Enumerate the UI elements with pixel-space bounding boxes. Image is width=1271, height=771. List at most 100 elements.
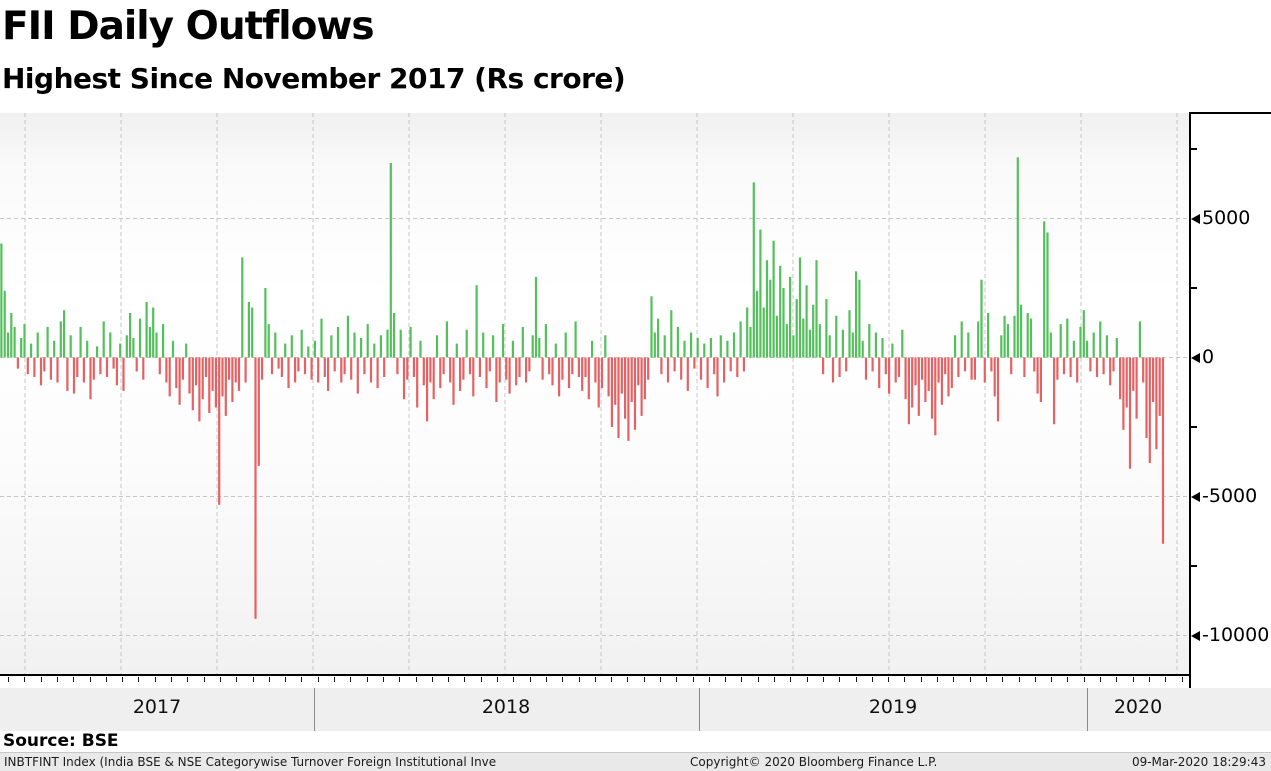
plot-area	[0, 113, 1190, 675]
year-divider	[314, 688, 315, 731]
x-tick	[448, 677, 449, 682]
inflow-bar	[851, 332, 854, 358]
inflow-bar	[0, 243, 3, 358]
x-tick	[546, 677, 547, 682]
inflow-bar	[1099, 321, 1102, 358]
inflow-bar	[690, 332, 693, 358]
inflow-bar	[171, 340, 175, 358]
inflow-bar	[732, 332, 736, 358]
inflow-bar	[69, 335, 72, 358]
inflow-bar	[148, 326, 151, 358]
inflow-bar	[874, 332, 877, 358]
x-tick	[57, 677, 58, 682]
inflow-bar	[726, 340, 729, 358]
x-tick	[285, 677, 286, 682]
outflow-bar	[412, 357, 415, 377]
inflow-bar	[789, 276, 792, 358]
outflow-bar	[921, 357, 924, 380]
outflow-bar	[33, 357, 36, 377]
inflow-bar	[954, 335, 957, 358]
outflow-bar	[907, 357, 910, 425]
inflow-bar	[353, 332, 356, 358]
outflow-bar	[89, 357, 92, 400]
outflow-bar	[488, 357, 491, 372]
outflow-bar	[660, 357, 663, 375]
outflow-bar	[39, 357, 43, 386]
outflow-bar	[442, 357, 445, 375]
inflow-bar	[1066, 318, 1069, 358]
outflow-bar	[402, 357, 406, 400]
outflow-bar	[518, 357, 521, 377]
outflow-bar	[706, 357, 709, 389]
inflow-bar	[1013, 315, 1016, 358]
inflow-bar	[435, 335, 439, 358]
x-tick	[399, 677, 400, 682]
inflow-bar	[1072, 340, 1075, 358]
inflow-bar	[409, 326, 412, 358]
inflow-bar	[20, 338, 23, 358]
outflow-bar	[736, 357, 739, 377]
inflow-bar	[290, 335, 293, 358]
terminal-footer-bar: INBTFINT Index (India BSE & NSE Category…	[0, 752, 1271, 771]
inflow-bar	[802, 318, 805, 358]
inflow-bar	[1115, 338, 1118, 358]
outflow-bar	[1158, 357, 1161, 416]
x-tick	[464, 677, 465, 682]
outflow-bar	[208, 357, 211, 414]
inflow-bar	[772, 240, 775, 358]
x-tick	[481, 677, 482, 682]
inflow-bar	[284, 343, 287, 358]
inflow-bar	[393, 313, 396, 358]
inflow-bar	[1086, 340, 1089, 358]
inflow-bar	[987, 313, 990, 358]
x-tick	[970, 677, 971, 682]
outflow-bar	[983, 357, 986, 383]
inflow-bar	[1105, 335, 1108, 358]
outflow-bar	[188, 357, 191, 394]
outflow-bar	[1089, 357, 1092, 372]
x-tick	[562, 677, 563, 682]
outflow-bar	[970, 357, 973, 380]
outflow-bar	[607, 357, 610, 397]
inflow-bar	[59, 321, 62, 358]
source-label: Source: BSE	[3, 731, 119, 751]
inflow-bar	[798, 257, 802, 358]
outflow-bar	[66, 357, 69, 391]
outflow-bar	[99, 357, 102, 375]
outflow-bar	[627, 357, 630, 441]
outflow-bar	[1122, 357, 1125, 430]
inflow-bar	[967, 332, 970, 358]
inflow-bar	[828, 335, 831, 358]
outflow-bar	[495, 357, 498, 402]
inflow-bar	[419, 340, 422, 358]
inflow-bar	[683, 340, 686, 358]
inflow-bar	[756, 290, 759, 358]
x-tick	[122, 677, 123, 682]
outflow-bar	[600, 357, 604, 389]
x-tick	[1116, 677, 1117, 682]
outflow-bar	[231, 357, 234, 402]
inflow-bar	[574, 321, 577, 358]
outflow-bar	[406, 357, 409, 380]
outflow-bar	[122, 357, 125, 391]
outflow-bar	[1125, 357, 1128, 408]
outflow-bar	[963, 357, 967, 372]
x-tick	[888, 677, 889, 682]
inflow-bar	[1079, 326, 1082, 358]
year-label-2020: 2020	[1113, 696, 1163, 718]
inflow-bar	[119, 343, 122, 358]
inflow-bar	[960, 321, 963, 358]
outflow-bar	[673, 357, 676, 372]
x-tick	[301, 677, 302, 682]
outflow-bar	[214, 357, 217, 408]
inflow-bar	[1000, 335, 1003, 358]
outflow-bar	[485, 357, 488, 389]
outflow-bar	[396, 357, 399, 375]
inflow-bar	[320, 318, 323, 358]
year-divider	[1087, 688, 1088, 731]
inflow-bar	[564, 332, 567, 358]
inflow-bar	[336, 326, 340, 358]
inflow-bar	[465, 329, 468, 358]
outflow-bar	[934, 357, 937, 436]
outflow-bar	[135, 357, 138, 372]
